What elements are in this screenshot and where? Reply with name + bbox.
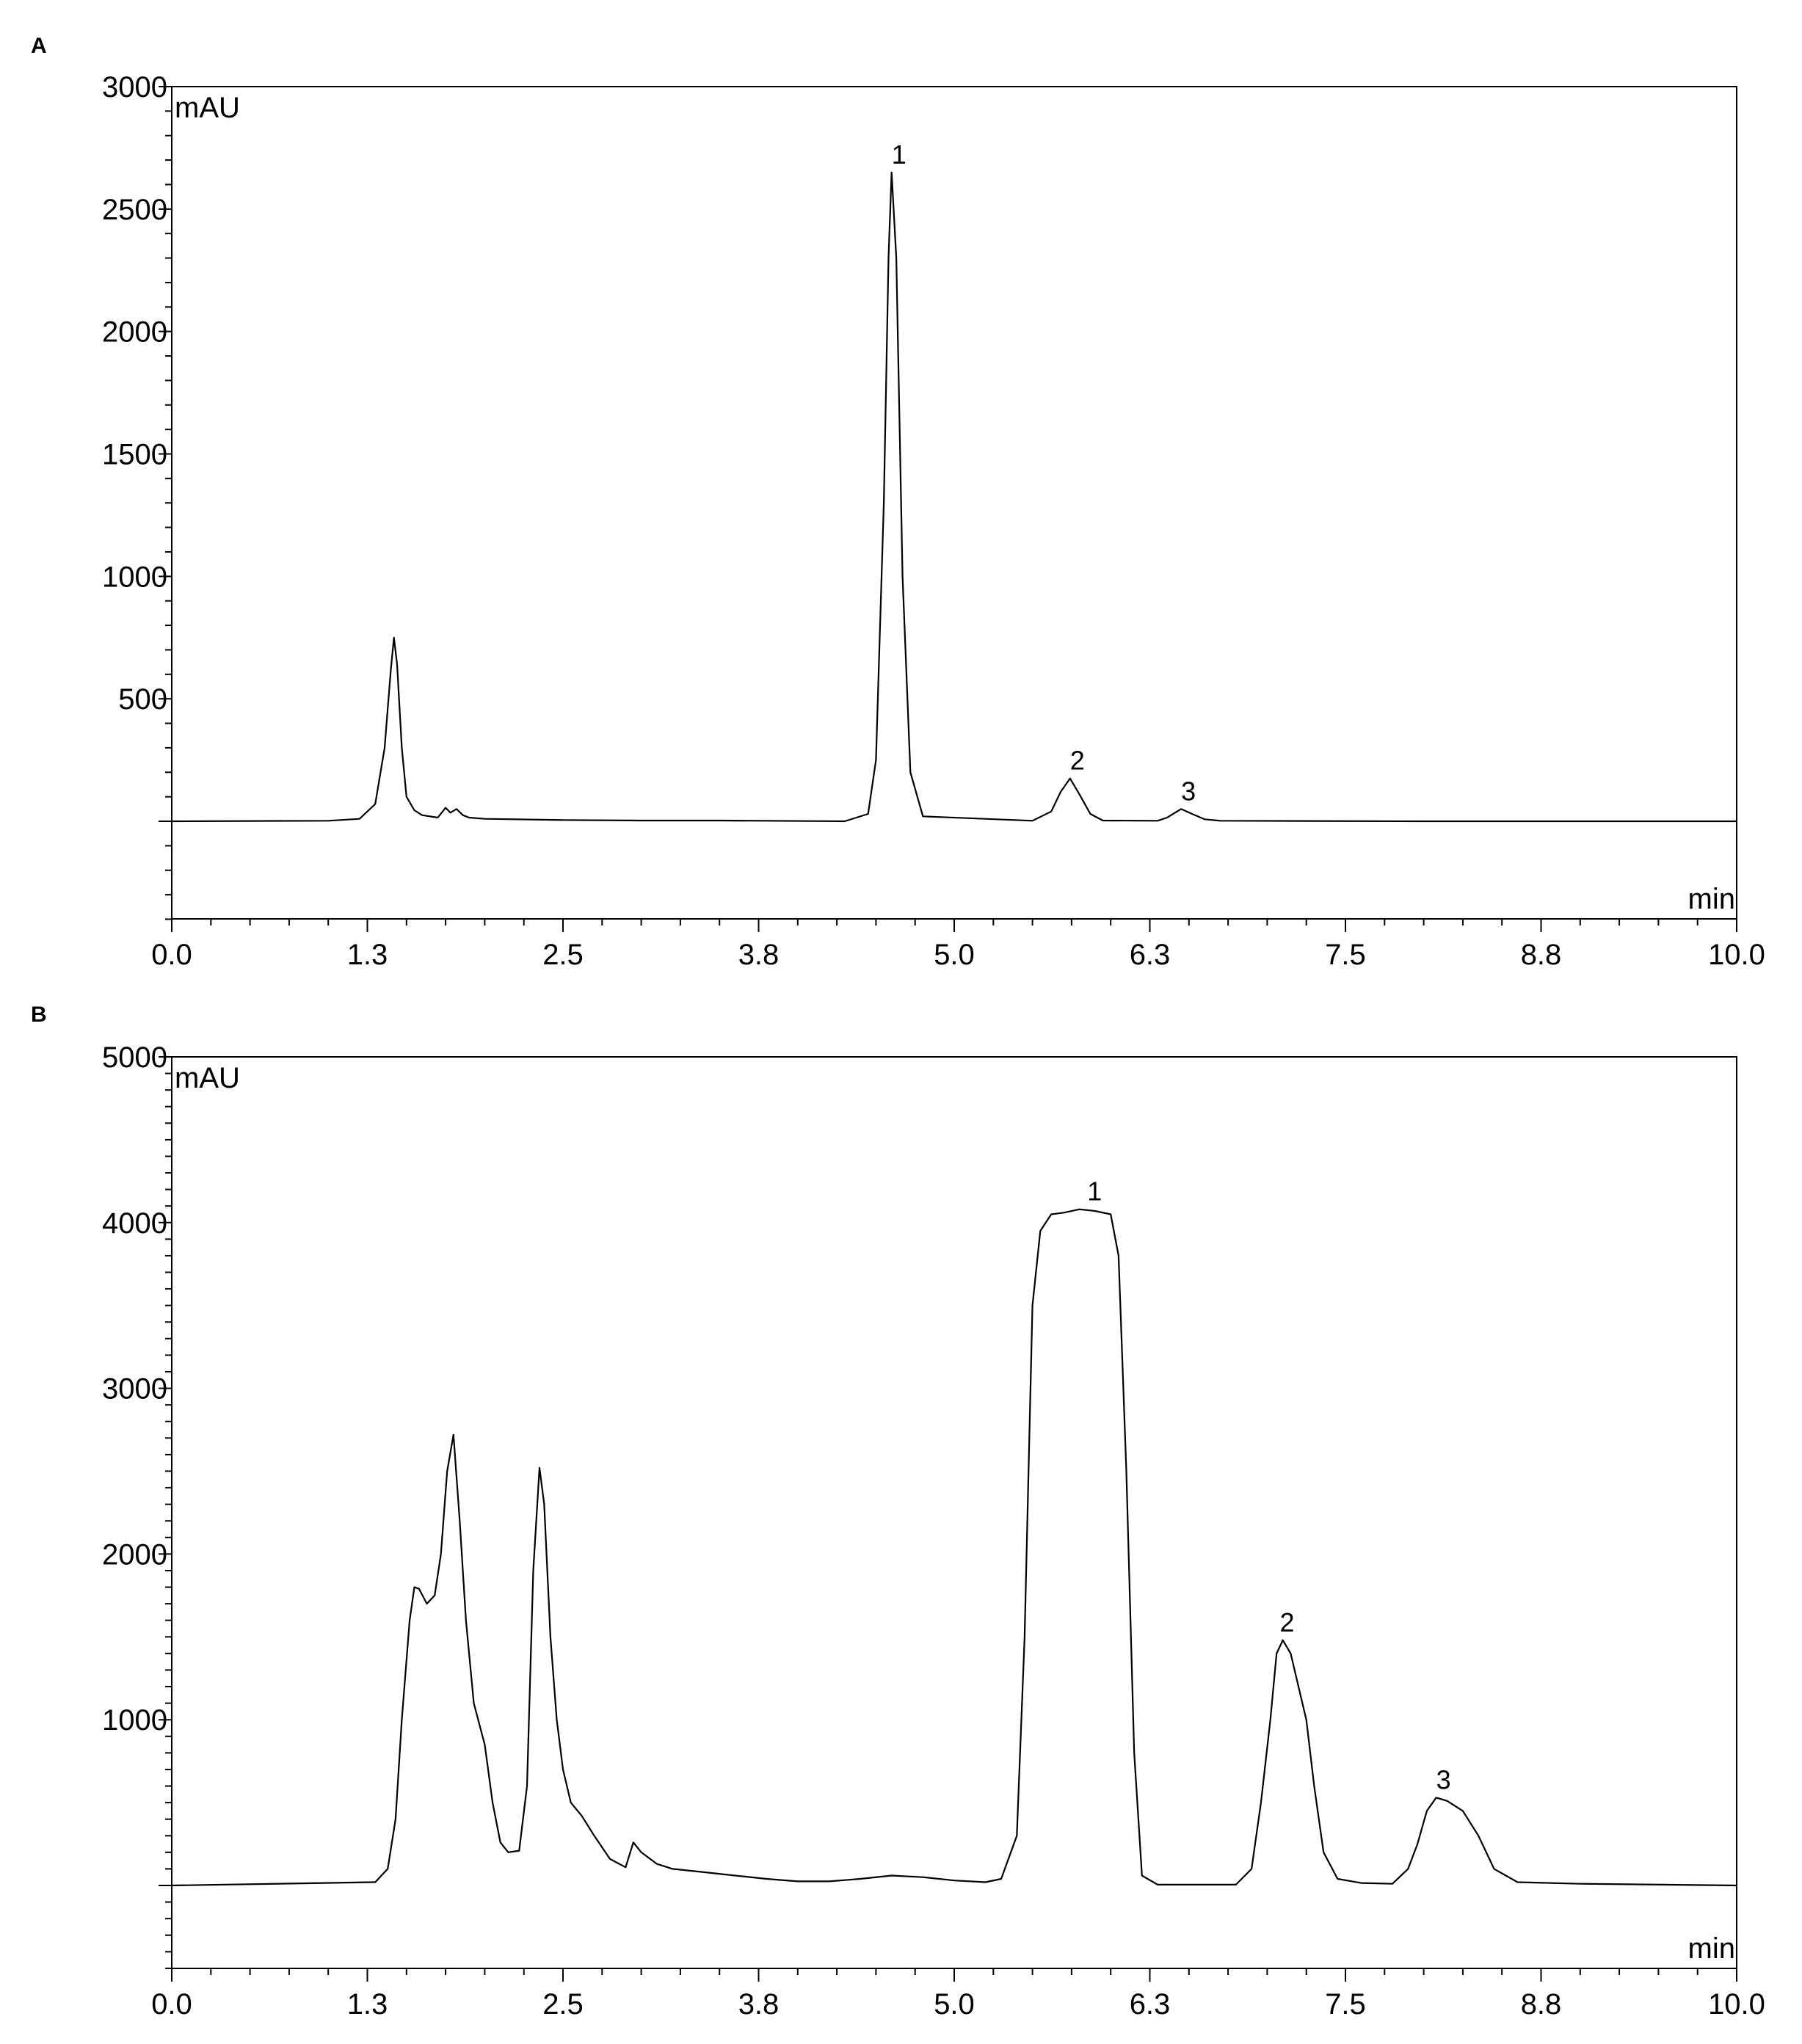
panel-a: A 0.0 1.3 2.5 3.8 5.0 6.3 7.5 8.8 10.0 500 1000 150… [31, 34, 1765, 971]
y-tick-label: 3000 [102, 71, 167, 103]
x-tick-label: 0.0 [151, 1988, 192, 2021]
tick-labels-b: 0.0 1.3 2.5 3.8 5.0 6.3 7.5 8.8 10.0 1000 2000 3000… [102, 1041, 1765, 2021]
panel-b: B 0.0 1.3 2.5 3.8 5.0 6.3 7.5 8.8 10.0 1000 2000 30… [31, 1003, 1765, 2021]
y-tick-label: 3000 [102, 1373, 167, 1405]
y-tick-label: 2000 [102, 1538, 167, 1571]
x-tick-label: 8.8 [1521, 939, 1562, 971]
x-tick-label: 10.0 [1708, 939, 1765, 971]
y-tick-label: 5000 [102, 1041, 167, 1074]
y-tick-label: 2500 [102, 194, 167, 226]
x-tick-label: 2.5 [542, 1988, 584, 2021]
y-tick-label: 1500 [102, 439, 167, 471]
x-tick-label: 2.5 [542, 939, 584, 971]
y-tick-label: 2000 [102, 316, 167, 349]
x-tick-label: 5.0 [934, 939, 975, 971]
peak-labels-b: 1 2 3 [1087, 1176, 1450, 1795]
x-unit-label-b: min [1688, 1932, 1735, 1965]
peak-label: 2 [1070, 746, 1085, 776]
peak-labels-a: 1 2 3 [892, 139, 1196, 807]
x-tick-label: 8.8 [1521, 1988, 1562, 2021]
y-unit-label-b: mAU [175, 1062, 240, 1094]
y-tick-label: 4000 [102, 1207, 167, 1240]
x-tick-label: 7.5 [1325, 1988, 1366, 2021]
axis-ticks-a [159, 86, 1737, 932]
x-tick-label: 6.3 [1130, 939, 1171, 971]
tick-labels-a: 0.0 1.3 2.5 3.8 5.0 6.3 7.5 8.8 10.0 500 1000 1500 2… [102, 71, 1765, 971]
plot-frame-b [171, 1056, 1737, 1969]
x-tick-label: 3.8 [738, 1988, 780, 2021]
x-tick-label: 3.8 [738, 939, 780, 971]
chromatogram-trace-a [171, 171, 1737, 823]
panel-letter-b: B [31, 1003, 47, 1027]
peak-label: 3 [1436, 1764, 1451, 1794]
y-tick-label: 1000 [102, 561, 167, 593]
x-unit-label-a: min [1688, 883, 1735, 915]
x-tick-label: 5.0 [934, 1988, 975, 2021]
peak-label: 1 [1087, 1176, 1102, 1207]
x-tick-label: 0.0 [151, 939, 192, 971]
y-tick-label: 1000 [102, 1704, 167, 1736]
x-tick-label: 6.3 [1130, 1988, 1171, 2021]
x-tick-label: 1.3 [347, 1988, 388, 2021]
peak-label: 3 [1181, 776, 1196, 806]
chromatogram-trace-b [171, 1208, 1737, 1887]
x-tick-label: 1.3 [347, 939, 388, 971]
panel-letter-a: A [31, 34, 47, 58]
peak-label: 1 [892, 139, 907, 170]
peak-label: 2 [1279, 1607, 1294, 1637]
x-tick-label: 7.5 [1325, 939, 1366, 971]
y-tick-label: 500 [118, 683, 167, 716]
x-tick-label: 10.0 [1708, 1988, 1765, 2021]
axis-ticks-b [159, 1056, 1737, 1982]
y-unit-label-a: mAU [175, 92, 240, 124]
